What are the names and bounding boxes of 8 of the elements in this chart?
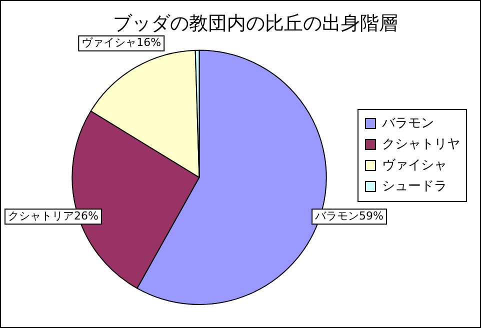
legend-label: ヴァイシャ	[382, 158, 447, 173]
data-label: クシャトリア26%	[8, 209, 98, 222]
data-label: ヴァイシャ16%	[82, 36, 162, 50]
chart-title: ブッダの教団内の比丘の出身階層	[113, 12, 398, 34]
legend-label: シュードラ	[382, 178, 447, 194]
legend-label: バラモン	[381, 116, 434, 131]
legend-label: クシャトリヤ	[382, 136, 460, 152]
data-label: バラモン59%	[314, 209, 384, 222]
